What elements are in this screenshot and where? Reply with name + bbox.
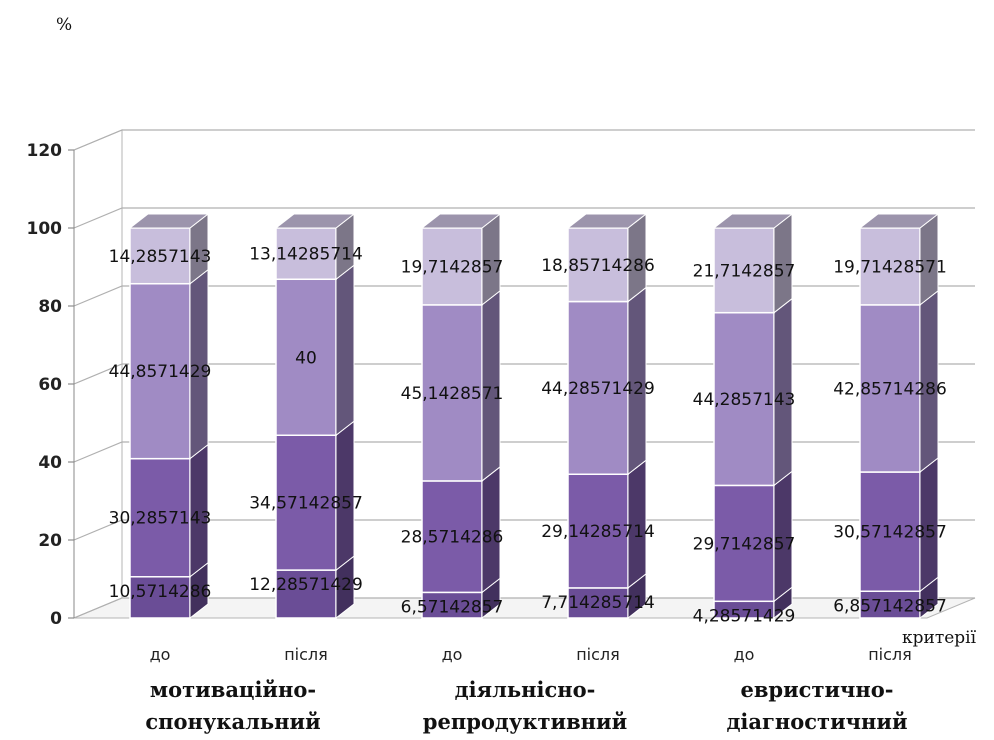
bar-segment-front bbox=[859, 471, 921, 593]
category-label: до bbox=[442, 645, 463, 664]
y-tick-label: 60 bbox=[38, 375, 62, 395]
category-label: до bbox=[734, 645, 755, 664]
bar-top bbox=[712, 213, 794, 229]
gridline bbox=[73, 129, 975, 151]
data-label: 21,7142857 bbox=[693, 261, 796, 281]
y-axis-unit-label: % bbox=[56, 15, 72, 35]
bar-stack bbox=[128, 212, 210, 620]
data-label: 29,14285714 bbox=[541, 522, 655, 542]
data-label: 34,57142857 bbox=[249, 494, 363, 514]
group-label: діагностичний bbox=[726, 709, 907, 734]
data-label: 30,2857143 bbox=[109, 509, 212, 529]
bar-segment-front bbox=[859, 227, 921, 306]
bar-segment-front bbox=[859, 304, 921, 473]
group-labels: мотиваційно-спонукальний діяльнісно-репро… bbox=[145, 677, 907, 734]
bar-top bbox=[566, 213, 648, 229]
category-labels: до після до після до після bbox=[150, 645, 912, 664]
bar-segment-front bbox=[713, 311, 775, 487]
y-tick-label: 0 bbox=[50, 609, 62, 629]
group-label: діяльнісно- bbox=[455, 677, 596, 702]
y-tick-label: 40 bbox=[38, 453, 62, 473]
data-label: 19,71428571 bbox=[833, 257, 947, 277]
data-label: 6,857142857 bbox=[833, 596, 947, 616]
gridline bbox=[73, 363, 975, 385]
data-label: 44,2857143 bbox=[693, 390, 796, 410]
bar-stack bbox=[566, 212, 648, 620]
group-label: спонукальний bbox=[145, 709, 320, 734]
gridline bbox=[73, 519, 975, 541]
data-label: 29,7142857 bbox=[693, 534, 796, 554]
data-label: 30,57142857 bbox=[833, 523, 947, 543]
category-label: після bbox=[868, 645, 912, 664]
y-axis-ticks: 0 20 40 60 80 100 120 bbox=[27, 141, 75, 629]
data-label: 12,28571429 bbox=[249, 575, 363, 595]
data-label: 44,28571429 bbox=[541, 379, 655, 399]
bar-segment-front bbox=[275, 278, 337, 437]
bar-stack bbox=[712, 212, 794, 620]
bar-top bbox=[420, 213, 502, 229]
bar-top bbox=[858, 213, 940, 229]
data-label: 28,5714286 bbox=[401, 528, 504, 548]
bar-segment-front bbox=[275, 434, 337, 571]
data-label: 14,2857143 bbox=[109, 247, 212, 267]
bar-segment-front bbox=[275, 569, 337, 619]
bar-segment-front bbox=[129, 457, 191, 578]
data-label: 4,28571429 bbox=[693, 606, 796, 626]
gridline bbox=[73, 207, 975, 229]
data-labels: 10,5714286 30,2857143 44,8571429 14,2857143… bbox=[109, 245, 947, 627]
data-label: 42,85714286 bbox=[833, 379, 947, 399]
bar-segment-front bbox=[421, 304, 483, 482]
bar-segment-front bbox=[275, 227, 337, 281]
bar-segment-front bbox=[713, 227, 775, 314]
gridline bbox=[73, 441, 975, 463]
y-tick-label: 20 bbox=[38, 531, 62, 551]
bar-segment-side bbox=[335, 264, 355, 437]
category-label: до bbox=[150, 645, 171, 664]
data-label: 7,714285714 bbox=[541, 593, 655, 613]
bar-segment-front bbox=[567, 300, 629, 476]
data-label: 44,8571429 bbox=[109, 362, 212, 382]
bars bbox=[128, 212, 940, 620]
gridline bbox=[73, 285, 975, 307]
gridline bbox=[73, 597, 975, 619]
data-label: 10,5714286 bbox=[109, 582, 212, 602]
category-label: після bbox=[576, 645, 620, 664]
data-label: 6,57142857 bbox=[401, 597, 504, 617]
group-label: мотиваційно- bbox=[150, 677, 316, 702]
bar-stack bbox=[420, 212, 502, 620]
bar-segment-front bbox=[859, 590, 921, 619]
y-tick-label: 100 bbox=[27, 219, 63, 239]
bar-top bbox=[128, 213, 210, 229]
x-axis-name-label: критерії bbox=[902, 628, 977, 648]
bar-stack bbox=[274, 212, 356, 620]
data-label: 40 bbox=[295, 348, 317, 368]
data-label: 19,7142857 bbox=[401, 257, 504, 277]
data-label: 18,85714286 bbox=[541, 256, 655, 276]
group-label: евристично- bbox=[740, 677, 893, 702]
bar-segment-front bbox=[421, 591, 483, 619]
bar-stack bbox=[858, 212, 940, 620]
y-tick-label: 80 bbox=[38, 297, 62, 317]
gridlines bbox=[73, 129, 975, 619]
category-label: після bbox=[284, 645, 328, 664]
y-tick-label: 120 bbox=[27, 141, 63, 161]
bar-top bbox=[274, 213, 356, 229]
data-label: 13,14285714 bbox=[249, 245, 363, 265]
group-label: репродуктивний bbox=[423, 709, 627, 734]
data-label: 45,1428571 bbox=[401, 384, 504, 404]
